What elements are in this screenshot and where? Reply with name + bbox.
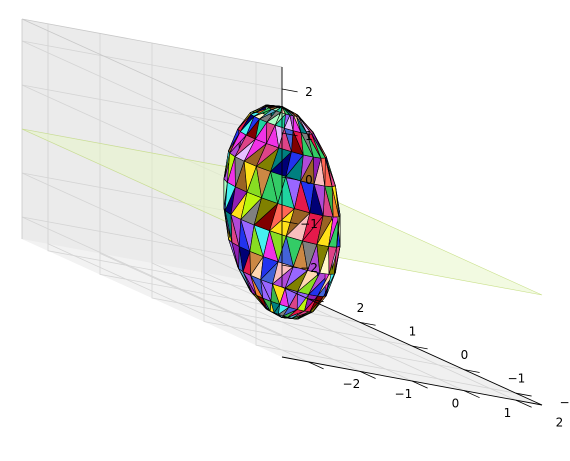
x-tick-label: 1 [504, 406, 512, 420]
z-tick-mark [281, 88, 298, 93]
z-tick-label: −2 [300, 261, 318, 275]
z-tick-mark [281, 132, 298, 137]
z-tick-label: −1 [300, 217, 318, 231]
y-tick-label: 1 [409, 325, 417, 339]
z-tick-label: 1 [305, 129, 313, 143]
x-tick-mark [515, 399, 532, 408]
y-tick-label: 0 [461, 348, 469, 362]
surface-facet [311, 133, 326, 159]
grid-line-y [151, 78, 413, 347]
z-tick-label: 2 [305, 85, 313, 99]
x-tick-label: 0 [452, 396, 460, 410]
z-tick-mark [281, 176, 298, 181]
x-tick-mark [359, 371, 376, 379]
y-tick-mark [359, 322, 376, 326]
x-tick-label: −2 [343, 377, 361, 391]
y-tick-label: 2 [357, 301, 365, 315]
surface-facet [268, 106, 283, 109]
y-tick-mark [463, 369, 480, 373]
x-tick-mark [307, 361, 324, 370]
x-tick-mark [411, 380, 428, 389]
z-tick-label: 0 [305, 173, 313, 187]
x-tick-label: −1 [395, 387, 413, 401]
x-tick-label: 2 [556, 416, 564, 430]
axes-ticks: −2 −2 −2 −1 −1 −1 0 0 0 1 1 1 2 2 2 [281, 85, 570, 430]
x-tick-mark [463, 390, 480, 399]
y-tick-label: −2 [560, 395, 570, 409]
surface-facet [278, 106, 283, 108]
z-tick-mark [281, 264, 298, 269]
y-tick-label: −1 [508, 372, 526, 386]
y-tick-mark [411, 345, 428, 350]
grid-line-y [47, 30, 309, 300]
y-tick-mark [307, 298, 324, 303]
y-tick-mark [515, 392, 532, 397]
surface-facet [275, 106, 283, 112]
z-tick-mark [281, 220, 298, 225]
grid-line-x [203, 52, 465, 391]
